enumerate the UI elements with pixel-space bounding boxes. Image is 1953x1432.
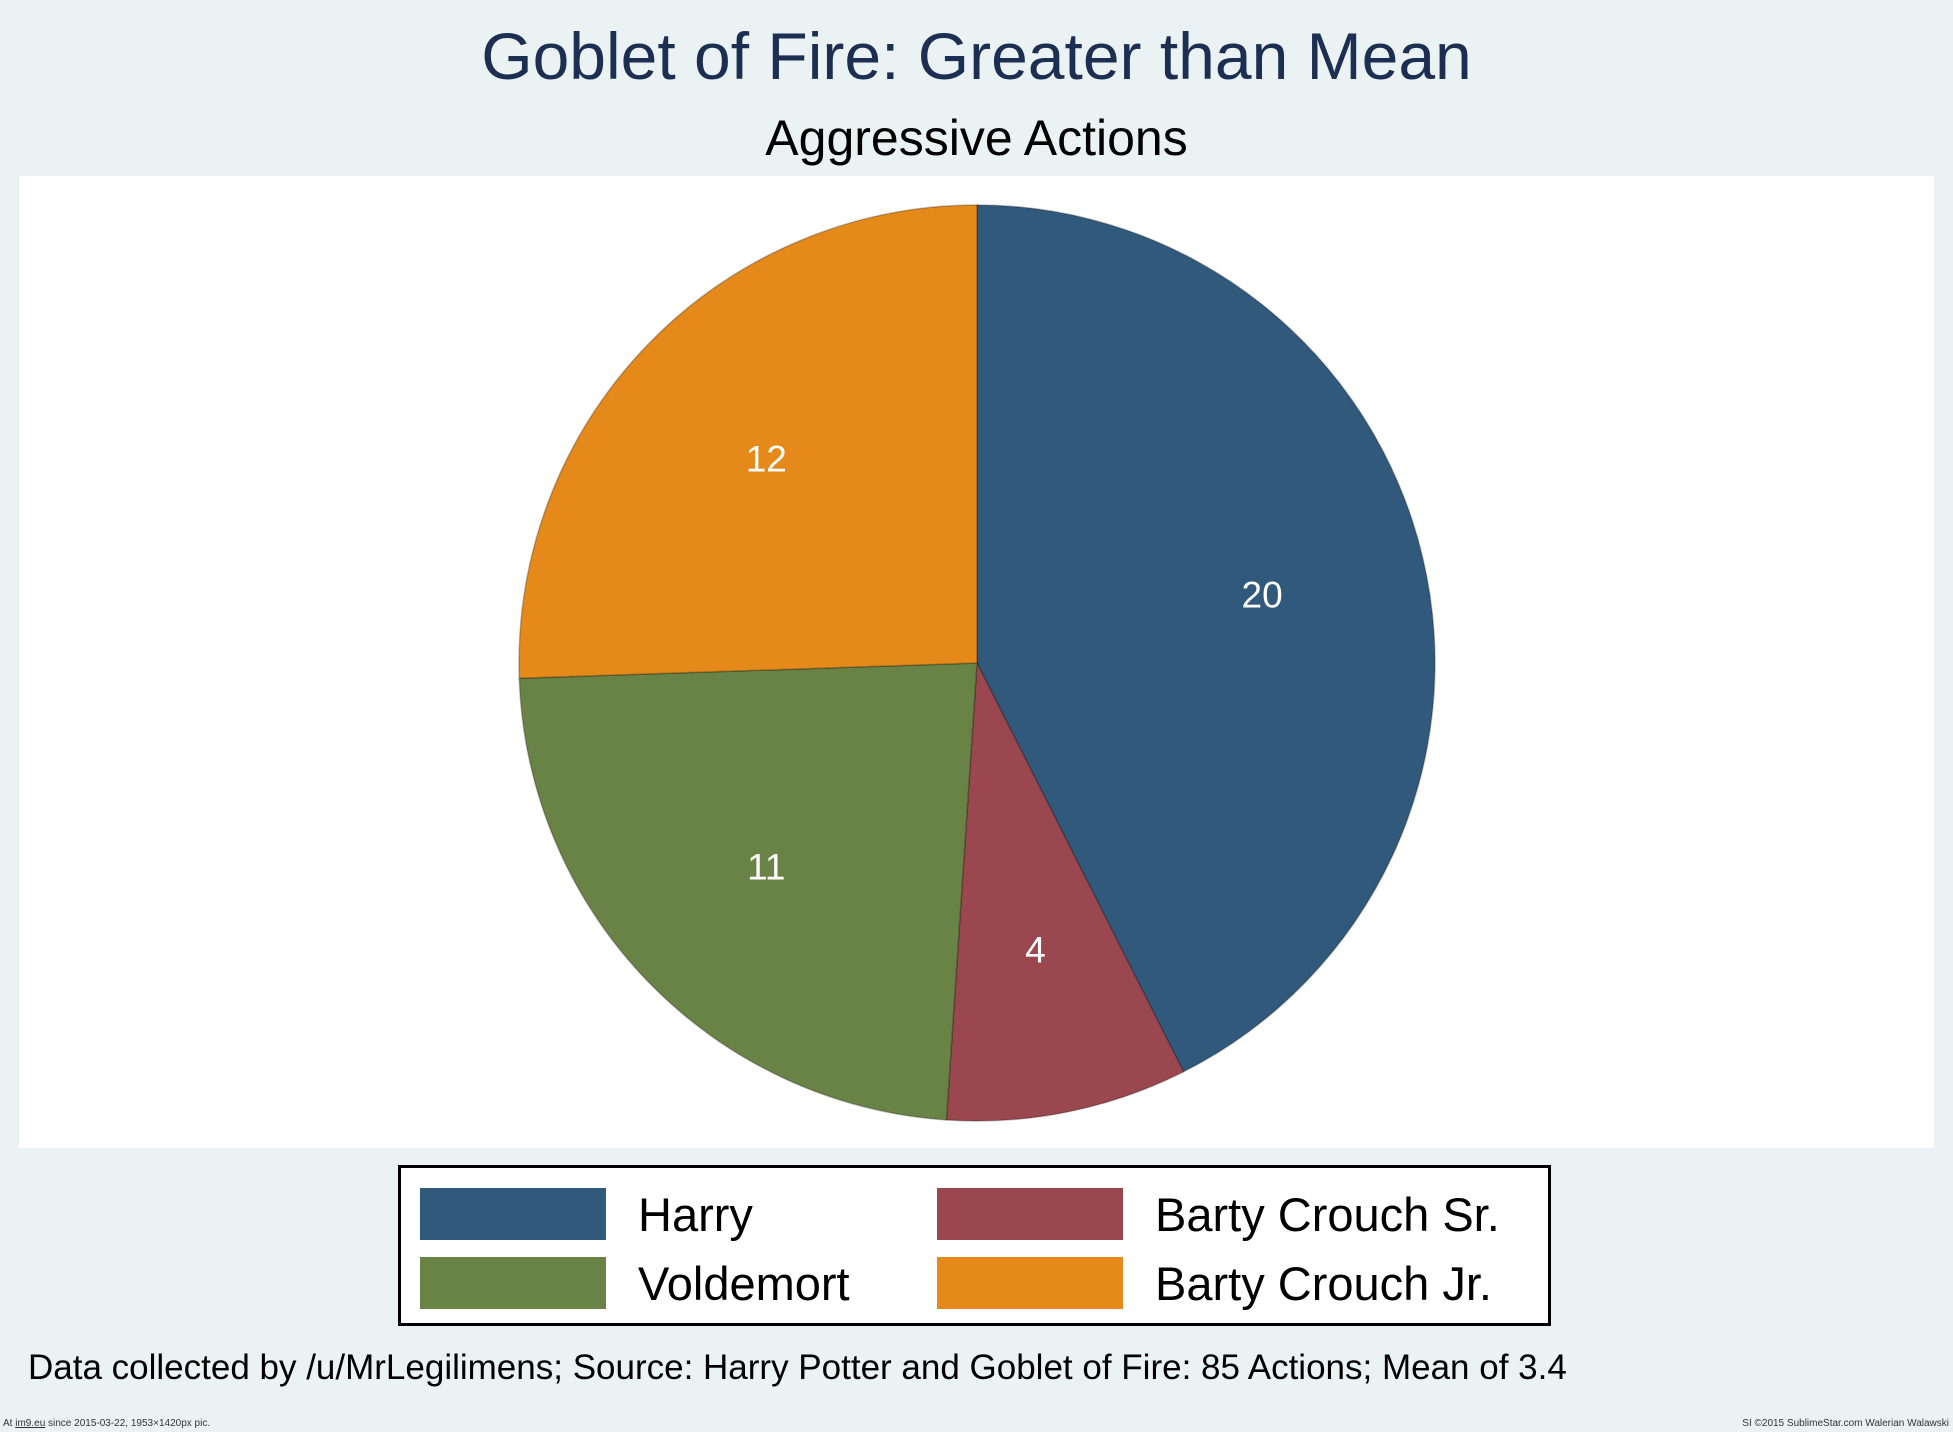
legend-label-voldemort: Voldemort: [638, 1257, 850, 1310]
footer-right: SI ©2015 SublimeStar.com Walerian Walaws…: [1742, 1418, 1949, 1429]
footer-left: At im9.eu since 2015-03-22, 1953×1420px …: [3, 1418, 210, 1429]
legend-label-barty-crouch-jr: Barty Crouch Jr.: [1155, 1257, 1492, 1310]
pie-label-voldemort: 11: [747, 846, 785, 887]
legend-label-barty-crouch-sr: Barty Crouch Sr.: [1155, 1188, 1500, 1241]
chart-note: Data collected by /u/MrLegilimens; Sourc…: [28, 1348, 1567, 1387]
legend-label-harry: Harry: [638, 1188, 753, 1241]
legend-swatch-barty-crouch-sr: [937, 1188, 1123, 1240]
pie-slice-labels: 20 4 11 12: [746, 439, 1283, 971]
pie-slice-harry: [976, 204, 1436, 1073]
footer-link[interactable]: im9.eu: [15, 1418, 46, 1429]
pie-slices: [518, 204, 1436, 1122]
pie-slice-voldemort: [518, 662, 978, 1121]
legend-swatch-harry: [420, 1188, 606, 1240]
legend-swatch-voldemort: [420, 1257, 606, 1309]
pie-label-barty-crouch-jr: 12: [746, 439, 787, 480]
pie-label-harry: 20: [1242, 575, 1283, 616]
pie-chart: 20 4 11 12: [518, 204, 1436, 1122]
pie-slice-barty-crouch-sr: [945, 660, 1185, 1122]
pie-slice-barty-crouch-jr: [518, 204, 978, 680]
footer-left-prefix: At: [3, 1418, 16, 1429]
plot-area: 20 4 11 12: [19, 176, 1934, 1148]
chart-title: Goblet of Fire: Greater than Mean: [481, 19, 1472, 93]
legend-swatch-barty-crouch-jr: [937, 1257, 1123, 1309]
pie-label-barty-crouch-sr: 4: [1025, 930, 1046, 971]
legend: Harry Barty Crouch Sr. Voldemort Barty C…: [398, 1165, 1551, 1326]
chart-subtitle: Aggressive Actions: [765, 110, 1188, 166]
footer-left-suffix: since 2015-03-22, 1953×1420px pic.: [45, 1418, 211, 1429]
